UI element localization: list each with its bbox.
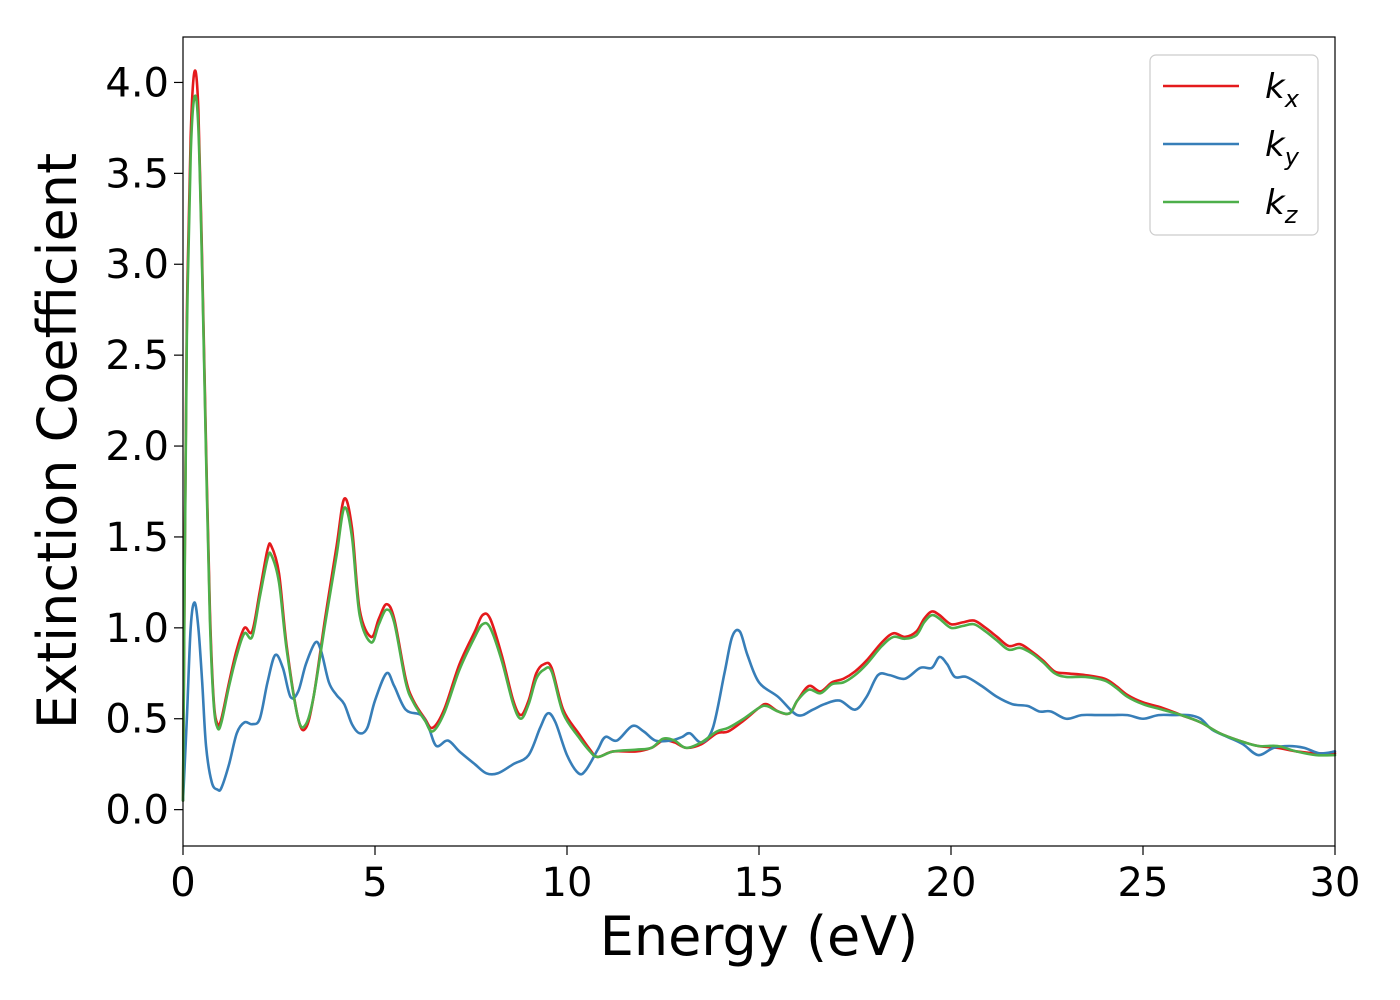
legend-label-kx: kx xyxy=(1265,67,1300,113)
y-tick-label: 3.5 xyxy=(105,151,169,197)
x-axis: 0 5 10 15 20 25 30 xyxy=(170,846,1360,906)
x-tick-label: 5 xyxy=(362,860,387,906)
y-tick-label: 0.5 xyxy=(105,697,169,743)
y-axis-title: Extinction Coefficient xyxy=(26,153,89,729)
x-tick-label: 10 xyxy=(542,860,593,906)
y-tick-label: 1.0 xyxy=(105,606,169,652)
x-tick-label: 25 xyxy=(1118,860,1169,906)
x-axis-title: Energy (eV) xyxy=(600,905,919,968)
series-line-ky xyxy=(181,601,1337,802)
y-tick-label: 1.5 xyxy=(105,515,169,561)
series-line-kx xyxy=(181,69,1337,802)
series-line-kz xyxy=(181,94,1337,802)
y-tick-label: 3.0 xyxy=(105,242,169,288)
y-tick-label: 4.0 xyxy=(105,60,169,106)
series-layer xyxy=(181,69,1337,802)
x-tick-label: 0 xyxy=(170,860,195,906)
y-tick-label: 0.0 xyxy=(105,788,169,834)
y-tick-label: 2.5 xyxy=(105,333,169,379)
y-tick-label: 2.0 xyxy=(105,424,169,470)
y-axis: 0.0 0.5 1.0 1.5 2.0 2.5 3.0 3.5 4.0 xyxy=(105,60,183,834)
x-tick-label: 20 xyxy=(926,860,977,906)
x-tick-label: 15 xyxy=(734,860,785,906)
x-tick-label: 30 xyxy=(1310,860,1361,906)
